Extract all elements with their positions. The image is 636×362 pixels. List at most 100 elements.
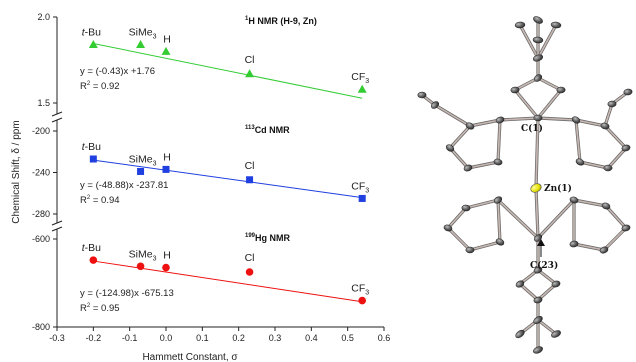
carbon-atom [533, 16, 543, 24]
point-label: SiMe3 [129, 27, 157, 41]
bond-highlight [465, 199, 499, 209]
bond-highlight [535, 117, 539, 189]
axis-break-mark [51, 220, 63, 226]
data-point [162, 263, 170, 272]
carbon-atom [550, 21, 562, 29]
data-point [358, 296, 367, 305]
bond-highlight [573, 243, 605, 251]
bond-highlight [467, 161, 499, 169]
bond-highlight [575, 119, 581, 163]
carbon-atom [417, 91, 427, 99]
carbon-atom [571, 116, 581, 124]
point-label: t-Bu [82, 242, 101, 254]
y-tick-label: -280 [32, 209, 50, 219]
data-point [162, 165, 170, 173]
data-point [245, 69, 255, 78]
carbon-atom [533, 296, 543, 304]
carbon-atom [515, 280, 525, 288]
bond-highlight [514, 89, 539, 119]
fit-r-squared: R2 = 0.92 [80, 81, 120, 92]
data-point [136, 262, 145, 271]
bond-highlight [579, 161, 609, 169]
bond-highlight [537, 199, 575, 239]
arrow-icon [537, 239, 545, 257]
axis-break-mark [51, 117, 63, 123]
bond-highlight [537, 269, 557, 285]
x-tick-label: 0.1 [196, 333, 209, 343]
carbon-atom [515, 329, 525, 339]
carbon-atom [533, 114, 543, 122]
y-axis-title: Chemical Shift, δ / ppm [11, 120, 22, 223]
carbon-atom [569, 196, 579, 204]
x-tick-label: -0.2 [86, 333, 102, 343]
carbon-atom [533, 234, 543, 242]
y-tick-label: 2.0 [37, 12, 50, 22]
bond-highlight [537, 77, 562, 91]
point-label: t-Bu [82, 27, 101, 39]
point-label: t-Bu [82, 141, 101, 153]
bond-highlight [537, 319, 557, 335]
carbon-atom [495, 238, 505, 246]
bond-highlight [604, 103, 613, 127]
atom-label-c23: C(23) [530, 260, 558, 271]
point-label: Cl [245, 252, 255, 264]
carbon-atom [607, 100, 617, 108]
x-tick-label: 0.3 [269, 333, 282, 343]
point-label: CF3 [351, 180, 369, 194]
fit-equation: y = (-0.43)x +1.76 [80, 66, 155, 77]
fit-line [93, 159, 363, 199]
y-tick-label: -600 [32, 234, 50, 244]
fit-equation: y = (-124.98)x -675.13 [80, 288, 174, 299]
fit-line [93, 42, 363, 99]
carbon-atom [514, 21, 526, 29]
bond-highlight [449, 147, 469, 169]
x-tick-label: 0.4 [305, 333, 318, 343]
x-tick-label: -0.3 [49, 333, 65, 343]
bond-highlight [469, 119, 501, 127]
carbon-atom [533, 266, 543, 274]
data-point [89, 256, 98, 264]
carbon-atom [599, 246, 609, 254]
carbon-atom [575, 158, 585, 166]
y-tick-label: 1.5 [37, 98, 50, 108]
crystal-structure: C(1) Zn(1) C(23) [417, 16, 633, 354]
point-label: H [163, 151, 171, 163]
point-label: SiMe3 [129, 248, 157, 262]
point-label: Cl [245, 54, 255, 66]
carbon-atom [533, 316, 543, 324]
data-point [357, 84, 367, 93]
fit-r-squared: R2 = 0.94 [80, 195, 120, 206]
carbon-atom [495, 116, 505, 124]
hammett-chart: -0.3 -0.2 -0.1 0.0 0.1 0.2 0.3 0.4 0.5 0.6 1.5 2.0 t… [32, 12, 390, 343]
carbon-atom [430, 101, 440, 109]
carbon-atom [623, 88, 633, 96]
carbon-atom [532, 36, 544, 44]
point-label: SiMe3 [129, 153, 157, 167]
carbon-atom [556, 86, 566, 94]
carbon-atom [621, 144, 631, 152]
bond-highlight [497, 199, 501, 243]
data-point [246, 176, 254, 184]
panel-title: 113Cd NMR [245, 125, 290, 135]
carbon-atom [493, 196, 503, 204]
carbon-atom [600, 122, 610, 130]
zinc-atom [530, 183, 542, 193]
bond-highlight [604, 125, 627, 149]
bond-highlight [447, 227, 471, 251]
data-point [136, 40, 146, 49]
bond-highlight [519, 283, 539, 301]
carbon-atom [603, 164, 613, 172]
carbon-atom [551, 280, 561, 288]
carbon-atom [461, 204, 471, 212]
axis-break-mark [51, 111, 63, 117]
fit-equation: y = (-48.88)x -237.81 [80, 180, 168, 191]
x-tick-label: 0.6 [378, 333, 391, 343]
bond-highlight [434, 104, 471, 127]
x-axis-title: Hammett Constant, σ [142, 352, 238, 362]
bond-highlight [537, 24, 557, 59]
data-point [245, 268, 254, 276]
data-point [161, 46, 171, 55]
x-tick-label: 0.2 [232, 333, 245, 343]
carbon-atom [463, 164, 473, 172]
